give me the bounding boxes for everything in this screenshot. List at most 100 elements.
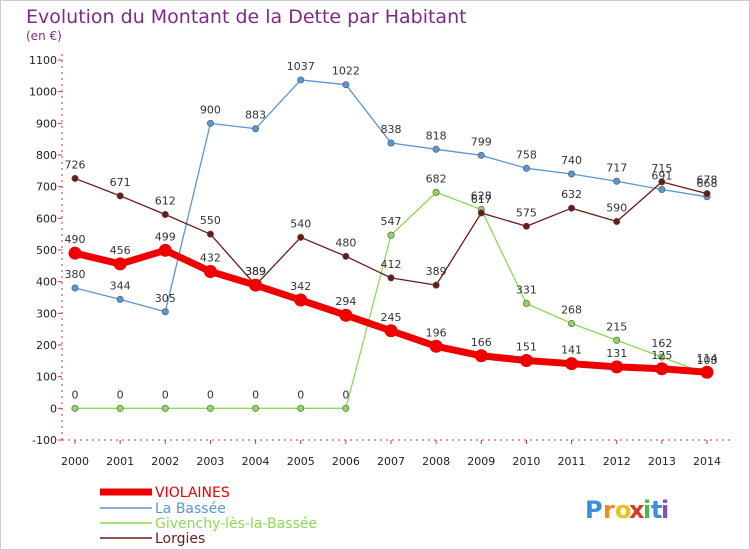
y-tick-label: 100	[36, 371, 57, 384]
data-point	[568, 319, 576, 327]
logo-letter: o	[615, 496, 632, 524]
data-label: 215	[606, 320, 627, 333]
data-label: 838	[381, 123, 402, 136]
data-point	[610, 360, 624, 374]
data-label: 380	[65, 268, 86, 281]
series-violaines	[68, 243, 714, 379]
data-label: 628	[471, 189, 492, 202]
data-point	[297, 233, 305, 241]
logo-letter: x	[629, 496, 645, 524]
data-point	[432, 188, 440, 196]
data-point	[342, 252, 350, 260]
data-label: 691	[651, 170, 672, 183]
data-label: 432	[200, 252, 221, 265]
data-label: 480	[335, 236, 356, 249]
data-point	[658, 186, 666, 194]
y-tick-label: 600	[36, 212, 57, 225]
series-la-bass-e	[71, 76, 711, 316]
x-tick-label: 2009	[467, 455, 495, 468]
data-label: 799	[471, 135, 492, 148]
data-point	[658, 178, 666, 186]
data-point	[568, 170, 576, 178]
y-tick-label: 1100	[29, 54, 57, 67]
data-label: 678	[697, 174, 718, 187]
data-label: 671	[110, 176, 131, 189]
logo-letter: i	[643, 496, 651, 524]
y-tick-label: 700	[36, 181, 57, 194]
data-point	[613, 336, 621, 344]
logo-letter: i	[661, 496, 669, 524]
data-label: 344	[110, 279, 131, 292]
data-label: 547	[381, 215, 402, 228]
y-tick-label: 800	[36, 149, 57, 162]
data-point	[474, 349, 488, 363]
data-label: 1037	[287, 60, 315, 73]
data-label: 162	[651, 337, 672, 350]
data-label: 125	[651, 349, 672, 362]
data-label: 294	[335, 295, 356, 308]
data-label: 715	[651, 162, 672, 175]
data-point	[116, 295, 124, 303]
data-label: 540	[290, 217, 311, 230]
data-point	[519, 354, 533, 368]
data-label: 196	[426, 326, 447, 339]
data-point	[522, 222, 530, 230]
data-label: 0	[117, 388, 124, 401]
y-tick-label: 500	[36, 244, 57, 257]
data-point	[71, 404, 79, 412]
data-label: 114	[697, 352, 718, 365]
data-point	[387, 231, 395, 239]
y-tick-label: 400	[36, 276, 57, 289]
data-point	[297, 404, 305, 412]
data-point	[655, 362, 669, 376]
data-label: 456	[110, 244, 131, 257]
data-label: 0	[72, 388, 79, 401]
y-tick-label: 0	[50, 402, 57, 415]
data-point	[71, 174, 79, 182]
x-tick-label: 2013	[648, 455, 676, 468]
data-point	[477, 209, 485, 217]
data-point	[613, 218, 621, 226]
data-point	[658, 353, 666, 361]
data-label: 0	[162, 388, 169, 401]
x-tick-label: 2005	[287, 455, 315, 468]
data-point	[432, 281, 440, 289]
data-label: 550	[200, 214, 221, 227]
legend-label: La Bassée	[155, 501, 226, 517]
data-point	[249, 278, 263, 292]
data-label: 108	[697, 354, 718, 367]
x-tick-label: 2004	[242, 455, 270, 468]
x-tick-label: 2007	[377, 455, 405, 468]
data-point	[384, 324, 398, 338]
data-label: 305	[155, 292, 176, 305]
data-point	[203, 265, 217, 279]
data-point	[613, 177, 621, 185]
y-tick-label: 300	[36, 307, 57, 320]
data-point	[477, 151, 485, 159]
data-label: 1022	[332, 65, 360, 78]
x-tick-label: 2008	[422, 455, 450, 468]
data-labels: 0 0 0 0 0 0 0 547 682 628 331 268 215 162 108 380 344 305…	[65, 60, 718, 401]
data-point	[206, 404, 214, 412]
data-point	[161, 404, 169, 412]
data-label: 141	[561, 344, 582, 357]
data-label: 726	[65, 158, 86, 171]
series-layer	[68, 76, 714, 412]
series-lorgies	[71, 174, 711, 289]
legend-label: Lorgies	[155, 531, 205, 547]
data-point	[252, 125, 260, 133]
data-point	[161, 211, 169, 219]
data-point	[206, 119, 214, 127]
data-point	[158, 243, 172, 257]
x-tick-label: 2011	[558, 455, 586, 468]
data-label: 0	[297, 388, 304, 401]
data-label: 632	[561, 188, 582, 201]
data-label: 0	[252, 388, 259, 401]
data-point	[568, 204, 576, 212]
data-point	[387, 139, 395, 147]
legend-label: Givenchy-lès-la-Bassée	[155, 516, 317, 532]
logo-letter: r	[603, 496, 615, 524]
data-label: 499	[155, 230, 176, 243]
